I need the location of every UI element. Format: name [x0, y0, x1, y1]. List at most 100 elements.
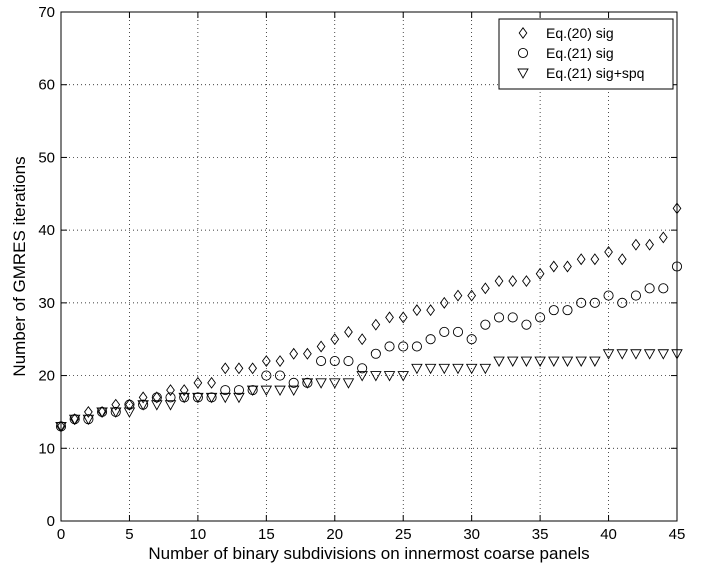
triangle-down-point	[424, 363, 437, 375]
circle-point	[466, 334, 477, 345]
diamond-point	[522, 275, 531, 288]
triangle-down-point	[411, 363, 423, 375]
circle-point	[535, 312, 546, 323]
diamond-point	[234, 362, 244, 375]
circle-point	[589, 297, 600, 308]
diamond-point	[508, 275, 518, 288]
x-tick-label: 15	[258, 526, 275, 543]
diamond-point	[179, 384, 189, 397]
x-tick-label: 10	[190, 526, 207, 543]
circle-point	[521, 319, 532, 330]
circle-point	[439, 326, 450, 337]
circle-point	[316, 355, 327, 367]
triangle-down-point	[452, 363, 464, 375]
diamond-point	[412, 304, 422, 317]
x-tick-label: 45	[669, 526, 686, 543]
triangle-down-point	[96, 407, 108, 418]
triangle-down-point	[205, 392, 218, 404]
diamond-point	[371, 318, 381, 331]
triangle-down-point	[643, 349, 656, 360]
diamond-point	[220, 362, 230, 375]
triangle-down-point	[246, 385, 259, 397]
legend-entry-label: Eq.(20) sig	[546, 25, 614, 41]
diamond-point	[398, 311, 408, 324]
triangle-down-point	[274, 385, 286, 397]
circle-point	[261, 370, 272, 381]
triangle-down-point	[397, 371, 409, 382]
circle-point	[452, 326, 464, 337]
triangle-down-point	[575, 356, 587, 367]
diamond-point	[590, 253, 600, 266]
x-tick-label: 20	[326, 526, 343, 543]
triangle-down-point	[534, 356, 546, 367]
diamond-point	[248, 362, 258, 375]
triangle-down-point	[548, 356, 560, 367]
triangle-down-point	[301, 378, 314, 389]
triangle-down-point	[342, 378, 355, 389]
circle-point	[562, 305, 573, 316]
x-tick-label: 40	[600, 526, 617, 543]
triangle-down-point	[329, 378, 341, 389]
legend-entry-label: Eq.(21) sig+spq	[546, 65, 644, 81]
circle-point	[274, 370, 286, 381]
diamond-point	[631, 238, 641, 251]
diamond-point	[563, 260, 572, 273]
triangle-down-point	[616, 349, 629, 360]
diamond-point	[330, 333, 340, 346]
x-axis-label: Number of binary subdivisions on innermo…	[148, 544, 589, 563]
circle-point	[493, 312, 505, 323]
circle-point	[165, 392, 176, 403]
diamond-point	[316, 340, 326, 353]
diamond-point	[480, 282, 490, 295]
diamond-point	[535, 267, 545, 280]
series-1	[56, 202, 682, 433]
triangle-down-point	[561, 356, 574, 367]
triangle-down-point	[657, 349, 670, 360]
diamond-point	[426, 304, 435, 317]
plot-frame	[60, 11, 678, 522]
diamond-point	[344, 325, 353, 338]
x-tick-label: 35	[532, 526, 549, 543]
circle-point	[507, 312, 518, 323]
legend-triangle-down-marker	[517, 68, 529, 79]
diamond-point	[152, 391, 162, 404]
triangle-down-point	[260, 385, 273, 397]
diamond-point	[261, 355, 271, 367]
circle-point	[425, 334, 436, 345]
diamond-point	[658, 231, 668, 244]
triangle-down-point	[315, 378, 327, 389]
triangle-down-point	[82, 414, 95, 426]
triangle-down-point	[68, 414, 81, 426]
circle-point	[411, 341, 422, 352]
legend-diamond-marker	[518, 27, 528, 39]
triangle-down-point	[465, 363, 478, 375]
diamond-point	[303, 347, 312, 360]
tick-labels: 0 5 10 15 20 25 30 35 40 45 0 10 20 30 40 50 60 70	[38, 4, 685, 543]
diamond-point	[467, 289, 477, 302]
triangle-down-point	[589, 356, 601, 367]
circle-point	[630, 290, 641, 301]
diamond-point	[385, 311, 394, 324]
y-tick-label: 30	[38, 295, 55, 312]
triangle-down-point	[493, 356, 505, 367]
circle-point	[576, 297, 587, 308]
y-axis-label: Number of GMRES iterations	[10, 156, 29, 376]
triangle-down-point	[192, 392, 204, 404]
triangle-down-point	[219, 392, 232, 404]
triangle-down-point	[520, 356, 533, 367]
grid-lines	[61, 12, 677, 521]
diamond-point	[453, 289, 463, 302]
series-3	[55, 349, 683, 433]
diamond-point	[166, 384, 175, 397]
triangle-down-point	[164, 400, 177, 411]
circle-point	[151, 392, 162, 403]
triangle-down-point	[506, 356, 519, 367]
circle-point	[384, 341, 395, 352]
triangle-down-point	[438, 363, 451, 375]
triangle-down-point	[479, 363, 492, 375]
diamond-point	[207, 376, 216, 389]
circle-point	[329, 355, 340, 367]
triangle-down-point	[630, 349, 642, 360]
